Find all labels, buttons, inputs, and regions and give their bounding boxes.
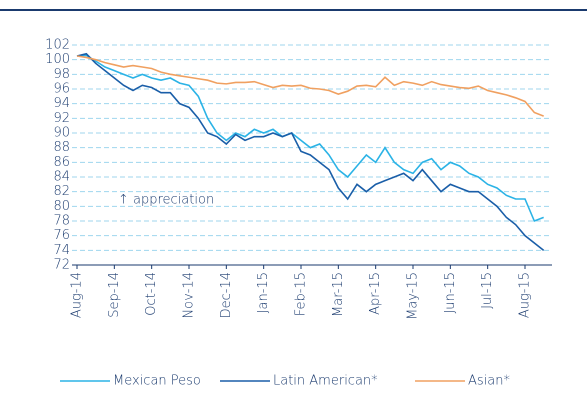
y-tick-label: 90	[53, 126, 70, 141]
y-tick-label: 92	[53, 111, 70, 126]
x-tick-label: Mar-15	[331, 272, 346, 317]
x-tick-label: Dec-14	[219, 272, 234, 318]
x-tick-label: Nov-14	[182, 272, 197, 319]
x-tick-label: Feb-15	[294, 272, 309, 316]
y-tick-label: 80	[53, 199, 70, 214]
series-line	[76, 52, 545, 251]
legend-label: Asian*	[468, 374, 510, 389]
y-tick-label: 98	[53, 67, 70, 82]
y-tick-label: 100	[45, 52, 70, 67]
series-line	[76, 55, 544, 117]
x-tick-label: Aug-14	[70, 272, 85, 318]
x-tick-label: Sep-14	[107, 272, 122, 318]
x-tick-label: Apr-15	[368, 272, 383, 315]
y-tick-label: 102	[45, 38, 70, 53]
y-tick-label: 96	[53, 82, 70, 97]
x-tick-label: Jun-15	[443, 272, 458, 314]
y-tick-label: 76	[53, 228, 70, 243]
x-tick-label: May-15	[406, 272, 421, 320]
x-tick-label: Oct-14	[144, 272, 159, 316]
y-tick-label: 82	[53, 184, 70, 199]
y-tick-label: 84	[53, 170, 70, 185]
series-line	[76, 54, 544, 223]
y-tick-label: 78	[53, 214, 70, 229]
y-tick-label: 74	[53, 243, 70, 258]
x-tick-label: Jul-15	[480, 272, 495, 309]
y-tick-label: 86	[53, 155, 70, 170]
y-tick-label: 88	[53, 140, 70, 155]
annotation: ↑ appreciation	[118, 193, 214, 208]
legend-label: Latin American*	[273, 374, 378, 389]
y-tick-label: 94	[53, 96, 70, 111]
x-tick-label: Aug-15	[518, 272, 533, 318]
y-tick-label: 72	[53, 258, 70, 273]
legend-label: Mexican Peso	[113, 374, 201, 389]
x-tick-label: Jan-15	[256, 272, 271, 313]
